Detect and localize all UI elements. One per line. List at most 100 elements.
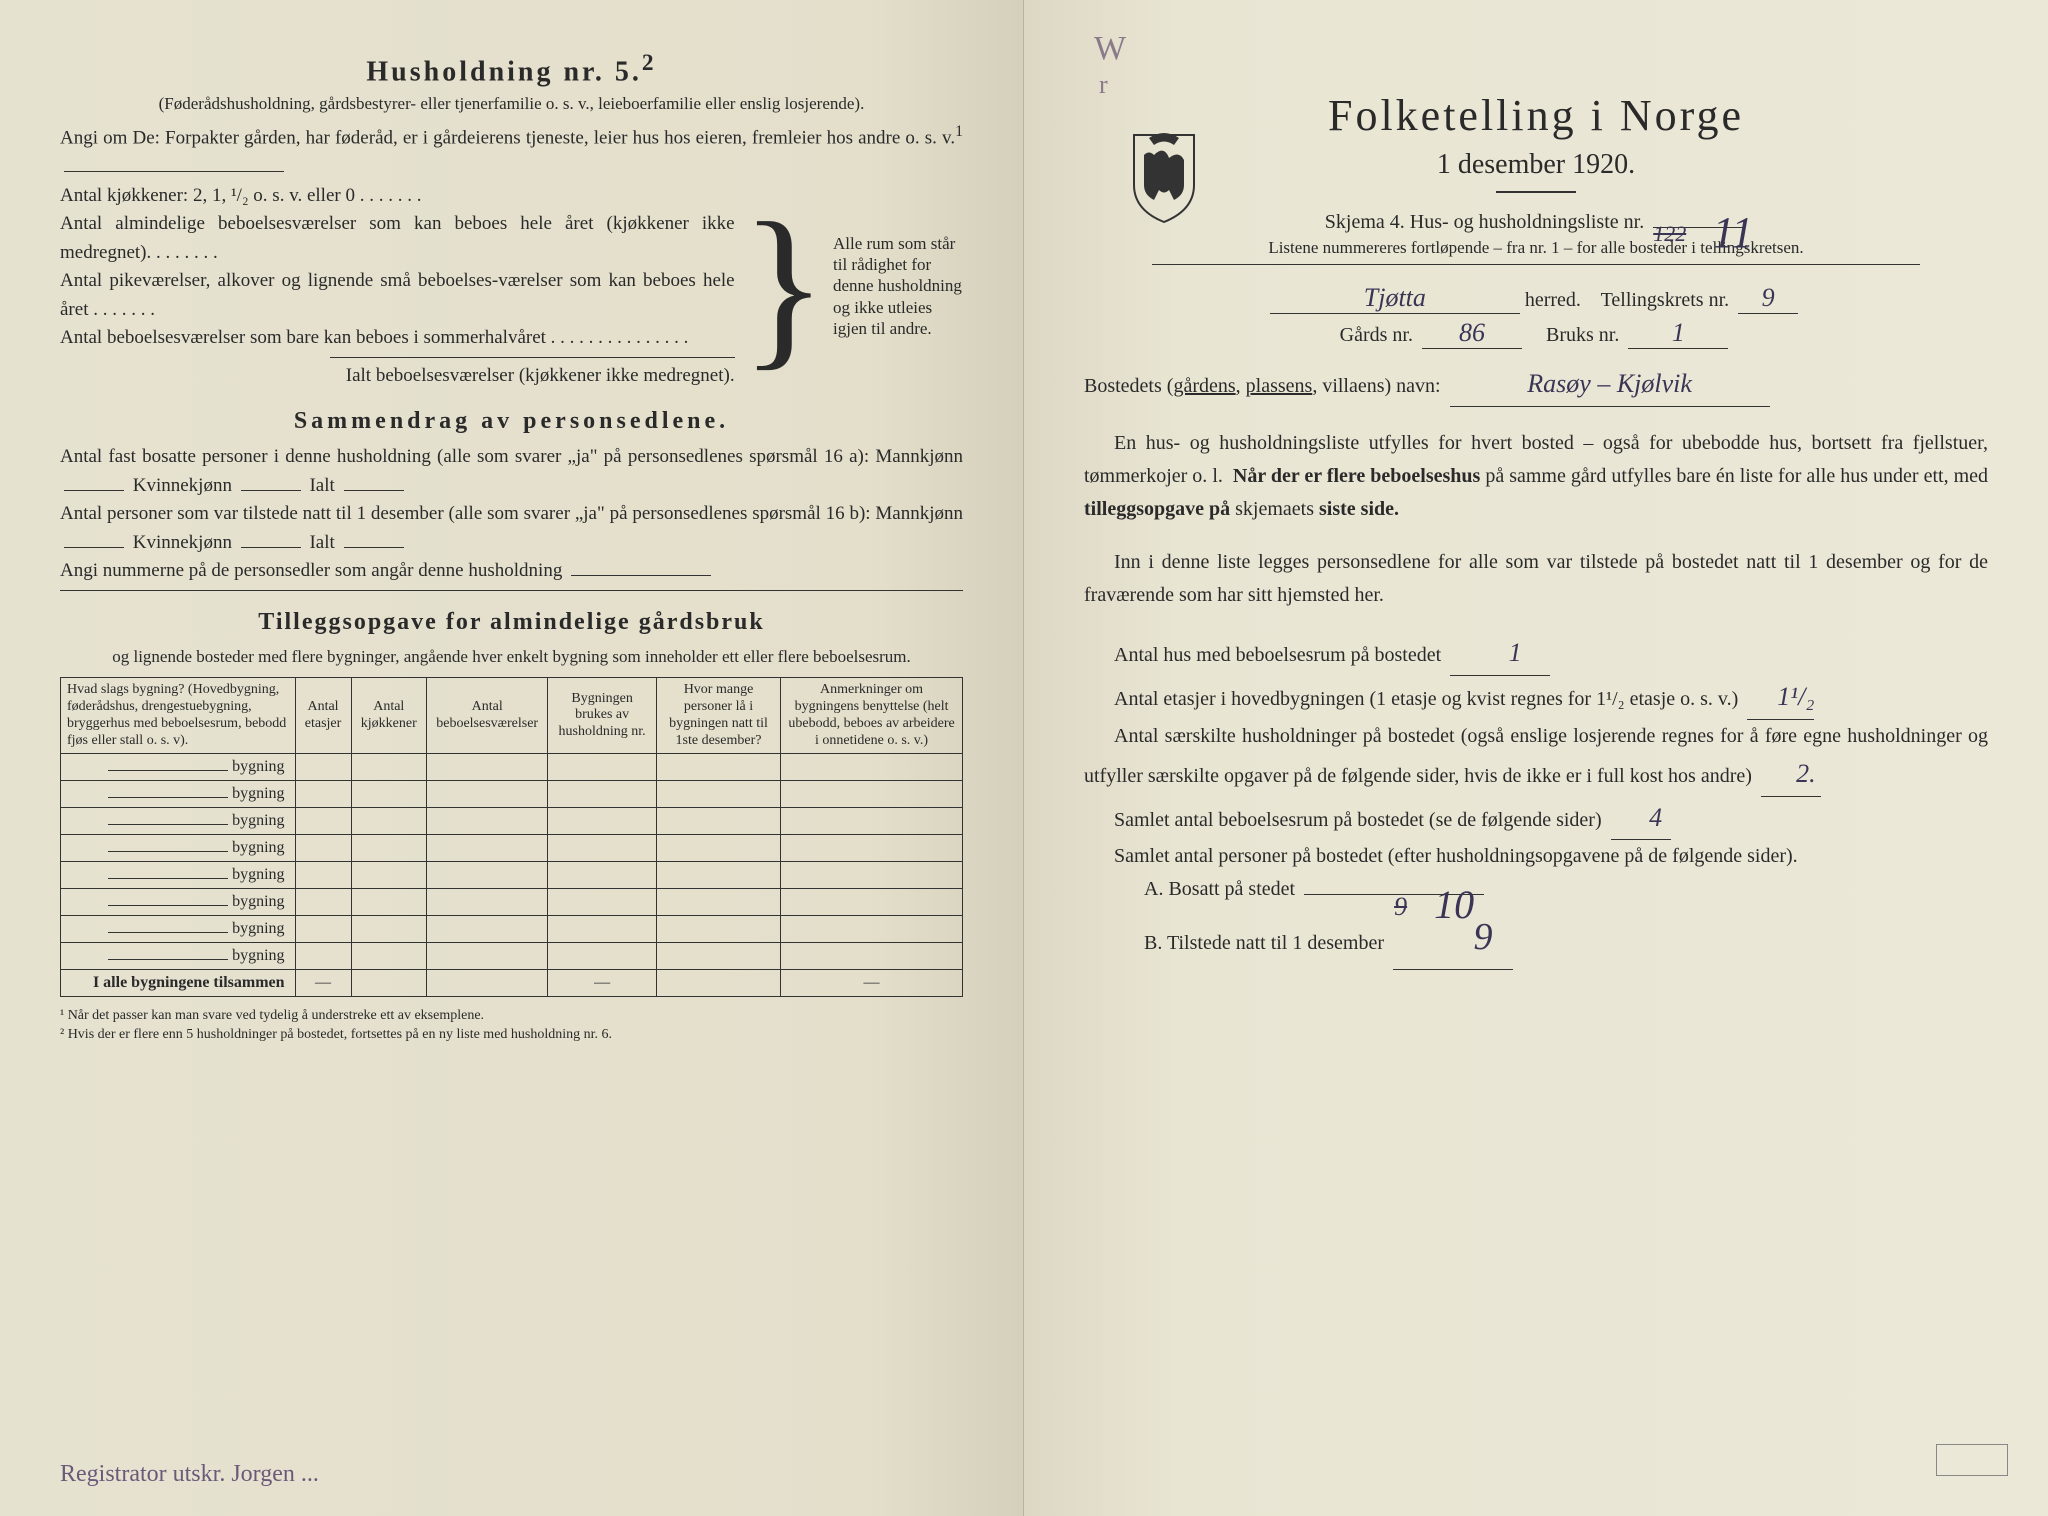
bt-cell — [548, 781, 657, 808]
bt-row-label: bygning — [61, 862, 296, 889]
bt-cell — [427, 835, 548, 862]
pencil-w: W — [1094, 30, 1126, 68]
building-table: Hvad slags bygning? (Hovedbygning, føder… — [60, 677, 963, 997]
bt-foot: I alle bygningene tilsammen — — — — [61, 970, 963, 997]
bt-cell — [295, 781, 351, 808]
q5-line: Samlet antal personer på bostedet (efter… — [1084, 840, 1988, 873]
gards-line: Gårds nr. 86 Bruks nr. 1 — [1084, 318, 1988, 349]
bt-cell — [295, 916, 351, 943]
sum-l2a: Antal personer som var tilstede natt til… — [60, 503, 963, 524]
q3-label: Antal særskilte husholdninger på bostede… — [1084, 725, 1988, 787]
bt-row-label: bygning — [61, 754, 296, 781]
bosted-line: Bostedets (gårdens, plassens, villaens) … — [1084, 363, 1988, 407]
bt-cell — [656, 781, 780, 808]
left-parenthetical: (Føderådshusholdning, gårdsbestyrer- ell… — [60, 94, 963, 114]
bt-cell — [781, 889, 963, 916]
sum-l2c: Ialt — [309, 532, 334, 553]
bt-row: bygning — [61, 754, 963, 781]
bt-row: bygning — [61, 862, 963, 889]
bt-cell — [351, 808, 426, 835]
rooms-lines: Antal kjøkkener: 2, 1, ¹/₂ o. s. v. elle… — [60, 182, 735, 391]
angi-intro: Angi om De: Forpakter gården, har føderå… — [60, 128, 955, 149]
printer-stamp — [1936, 1444, 2008, 1476]
para1: En hus- og husholdningsliste utfylles fo… — [1084, 427, 1988, 526]
sum-f4 — [64, 547, 124, 548]
q3-ans: 2. — [1796, 759, 1816, 788]
bosted-label: Bostedets (gårdens, plassens, villaens) … — [1084, 375, 1441, 397]
bt-row: bygning — [61, 943, 963, 970]
left-title-sup: 2 — [642, 50, 657, 76]
bt-col-5: Hvor mange personer lå i bygningen natt … — [656, 678, 780, 754]
bt-row: bygning — [61, 916, 963, 943]
q4-line: Samlet antal beboelsesrum på bostedet (s… — [1084, 797, 1988, 841]
para2: Inn i denne liste legges personsedlene f… — [1084, 546, 1988, 612]
herred-label: herred. — [1525, 289, 1581, 311]
bt-body: bygning bygning bygning bygning bygning … — [61, 754, 963, 970]
bt-cell — [351, 889, 426, 916]
bt-cell — [351, 943, 426, 970]
bt-cell — [548, 943, 657, 970]
listen-rule — [1152, 264, 1920, 265]
qa-label: A. Bosatt på stedet — [1144, 878, 1295, 900]
rooms-brace-block: Antal kjøkkener: 2, 1, ¹/₂ o. s. v. elle… — [60, 182, 963, 391]
left-title: Husholdning nr. 5.2 — [60, 50, 963, 88]
bt-col-6: Anmerkninger om bygningens benyttelse (h… — [781, 678, 963, 754]
bt-cell — [781, 835, 963, 862]
q2-field: 1¹/₂ — [1747, 676, 1814, 720]
sum-f3 — [344, 490, 404, 491]
bt-row: bygning — [61, 835, 963, 862]
bosted-hw: Rasøy – Kjølvik — [1527, 369, 1692, 398]
bt-row-label: bygning — [61, 943, 296, 970]
skjema-struck: 122 — [1653, 221, 1686, 247]
bt-cell — [351, 862, 426, 889]
main-title: Folketelling i Norge — [1084, 90, 1988, 141]
bt-cell — [295, 943, 351, 970]
qa-ans: 10 — [1374, 872, 1474, 938]
bt-cell — [656, 916, 780, 943]
bt-tc — [427, 970, 548, 997]
q1-field: 1 — [1450, 632, 1550, 676]
q3-line: Antal særskilte husholdninger på bostede… — [1084, 720, 1988, 797]
q1-ans: 1 — [1509, 638, 1522, 667]
bt-row-label: bygning — [61, 808, 296, 835]
bt-col-0: Hvad slags bygning? (Hovedbygning, føder… — [61, 678, 296, 754]
bt-head: Hvad slags bygning? (Hovedbygning, føder… — [61, 678, 963, 754]
bt-tc — [351, 970, 426, 997]
bt-cell — [548, 754, 657, 781]
bt-cell — [781, 862, 963, 889]
bt-row: bygning — [61, 781, 963, 808]
qb-ans: 9 — [1474, 916, 1493, 958]
bt-row-label: bygning — [61, 916, 296, 943]
gards-field: 86 — [1422, 318, 1522, 349]
q4-field: 4 — [1611, 797, 1671, 841]
bt-cell — [548, 835, 657, 862]
bt-cell — [656, 862, 780, 889]
bt-cell — [295, 754, 351, 781]
bt-col-2: Antal kjøkkener — [351, 678, 426, 754]
skjema-text: Skjema 4. Hus- og husholdningsliste nr. — [1325, 211, 1644, 233]
q2-label: Antal etasjer i hovedbygningen (1 etasje… — [1114, 688, 1738, 710]
qa-line: A. Bosatt på stedet 9 10 — [1084, 873, 1988, 906]
q1-line: Antal hus med beboelsesrum på bostedet 1 — [1084, 632, 1988, 676]
bt-row: bygning — [61, 808, 963, 835]
q4-ans: 4 — [1649, 803, 1662, 832]
q2-ans: 1¹/₂ — [1777, 682, 1814, 711]
q3-field: 2. — [1761, 753, 1821, 797]
brace-text: Alle rum som står til rådighet for denne… — [833, 233, 963, 339]
angi-sup: 1 — [955, 123, 963, 140]
angi-field — [64, 171, 284, 172]
pencil-r: r — [1099, 70, 1108, 100]
bruks-label: Bruks nr. — [1546, 324, 1619, 346]
kitchen-line: Antal kjøkkener: 2, 1, ¹/₂ o. s. v. elle… — [60, 182, 735, 211]
bt-cell — [295, 889, 351, 916]
bt-cell — [548, 916, 657, 943]
skjema-line: Skjema 4. Hus- og husholdningsliste nr. … — [1084, 211, 1988, 234]
bt-cell — [548, 889, 657, 916]
bt-cell — [351, 916, 426, 943]
bt-tc: — — [295, 970, 351, 997]
left-title-text: Husholdning nr. 5. — [366, 56, 642, 87]
qb-line: B. Tilstede natt til 1 desember 9 — [1084, 906, 1988, 970]
bt-row-label: bygning — [61, 889, 296, 916]
rooms-total: Ialt beboelsesværelser (kjøkkener ikke m… — [60, 362, 735, 391]
bt-header-row: Hvad slags bygning? (Hovedbygning, føder… — [61, 678, 963, 754]
